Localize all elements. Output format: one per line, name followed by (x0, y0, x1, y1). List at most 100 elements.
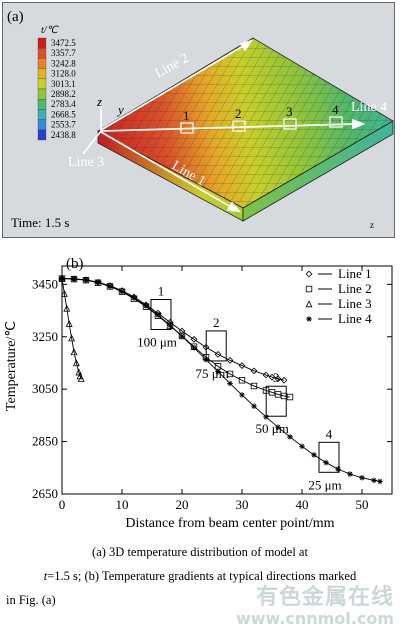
annotation-number: 3 (273, 370, 280, 385)
caption-time-variable: t (43, 569, 48, 583)
legend-value: 3472.5 (51, 38, 76, 48)
legend-swatch (37, 119, 47, 130)
chart-annotations: 1 100 μm 2 75 μm 3 50 μm 4 25 μm (137, 283, 342, 492)
temperature-chart: 0 10 20 30 40 50 2650 2850 3050 3250 3450 1 100 μm 2… (4, 256, 393, 531)
legend-value: 2553.7 (51, 120, 76, 130)
data-point (68, 334, 76, 342)
x-tick-label: 40 (296, 497, 309, 512)
data-point (107, 283, 113, 289)
legend-swatch (37, 129, 47, 141)
marker-label-3: 3 (286, 104, 293, 119)
legend-swatch (37, 48, 47, 59)
line-4-path (100, 123, 356, 132)
data-point (227, 380, 233, 387)
plot-frame (61, 265, 393, 495)
data-point (323, 459, 329, 466)
data-point (311, 452, 317, 458)
legend-label: Line 2 (338, 281, 372, 296)
watermark-cn: 有色金属在线 (255, 585, 394, 611)
line-3-label: Line 3 (68, 155, 104, 170)
marker-box-1 (180, 122, 194, 134)
chart-axes: 0 10 20 30 40 50 2650 2850 3050 3250 3450 (32, 265, 393, 512)
legend-swatch (37, 58, 47, 69)
caption-line-3: in Fig. (a) (6, 593, 56, 607)
line-4-arrow (352, 118, 366, 130)
annotation-number: 1 (158, 283, 165, 298)
data-point (359, 474, 365, 481)
line-3-path (82, 130, 102, 155)
data-point (72, 359, 80, 367)
time-label: Time: 1.5 s (11, 215, 69, 230)
line-2-path (100, 44, 246, 131)
y-tick-label: 3450 (32, 276, 58, 291)
watermark: 有色金属在线 www.cnnmol.com (236, 586, 394, 628)
y-axis-title: Temperature/℃ (4, 321, 19, 411)
data-point (215, 368, 221, 375)
data-point (60, 289, 68, 297)
y-tick-label: 2850 (32, 434, 58, 449)
marker-label-2: 2 (235, 106, 242, 121)
legend-label: Line 4 (338, 311, 372, 326)
marker-box-2 (232, 120, 246, 132)
data-point (59, 275, 65, 282)
annotation-box (318, 441, 340, 473)
x-axis-title: Distance from beam center point/mm (125, 516, 334, 531)
series-3 (58, 274, 85, 382)
legend-value: 2438.8 (51, 130, 76, 140)
data-point (263, 414, 269, 420)
annotation-box (150, 298, 172, 330)
data-point (335, 466, 341, 472)
annotation-box (265, 385, 287, 417)
data-point (63, 304, 71, 312)
legend-marker (305, 285, 313, 293)
temperature-legend: 3472.53357.73242.83128.03013.12898.22783… (37, 37, 76, 141)
data-point (299, 443, 305, 450)
data-point (286, 393, 294, 401)
x-tick-label: 0 (59, 497, 66, 512)
figure-panel-b: 0 10 20 30 40 50 2650 2850 3050 3250 3450 1 100 μm 2… (0, 246, 400, 536)
series-line-4 (61, 278, 381, 482)
data-point (347, 471, 353, 477)
marker-label-4: 4 (332, 102, 339, 117)
data-point (226, 370, 234, 378)
marker-box-4 (329, 116, 343, 128)
data-point (71, 276, 77, 282)
figure-panel-a: 1 2 3 4 Line 2 Line 1 Line 4 Line 3 z y … (2, 2, 395, 238)
legend-label: Line 1 (338, 266, 372, 281)
data-point (191, 344, 197, 351)
data-point (268, 373, 276, 381)
data-point (238, 377, 246, 384)
corner-z-label: z (370, 220, 374, 230)
legend-value: 2668.5 (51, 109, 76, 119)
data-point (250, 367, 258, 375)
model-3d-view: 1 2 3 4 Line 2 Line 1 Line 4 Line 3 z y … (7, 9, 394, 230)
x-tick-label: 50 (356, 497, 369, 512)
legend-title: t/℃ (41, 25, 60, 36)
legend-swatch (37, 88, 47, 100)
axis-z-label: z (96, 94, 102, 109)
data-point (214, 350, 222, 358)
annotation-value: 75 μm (196, 366, 229, 381)
marker-label-1: 1 (183, 108, 190, 123)
data-point (179, 333, 185, 340)
legend-swatch (37, 37, 47, 49)
data-point (143, 303, 149, 309)
data-point (94, 278, 102, 286)
x-tick-label: 30 (236, 497, 249, 512)
data-point (226, 356, 234, 364)
panel-a-label: (a) (7, 9, 24, 25)
annotation-value: 100 μm (137, 334, 177, 349)
model-side-face (242, 120, 394, 222)
legend-marker (306, 316, 312, 322)
data-point (65, 319, 73, 327)
line-2-arrow (239, 39, 254, 52)
legend-label: Line 3 (338, 296, 372, 311)
data-point (83, 277, 89, 283)
data-point (287, 434, 293, 440)
legend-value: 2783.4 (51, 99, 76, 109)
annotation-value: 25 μm (308, 477, 341, 492)
line-1-arrow (226, 201, 242, 213)
annotation-value: 50 μm (256, 421, 289, 436)
data-point (190, 336, 198, 343)
